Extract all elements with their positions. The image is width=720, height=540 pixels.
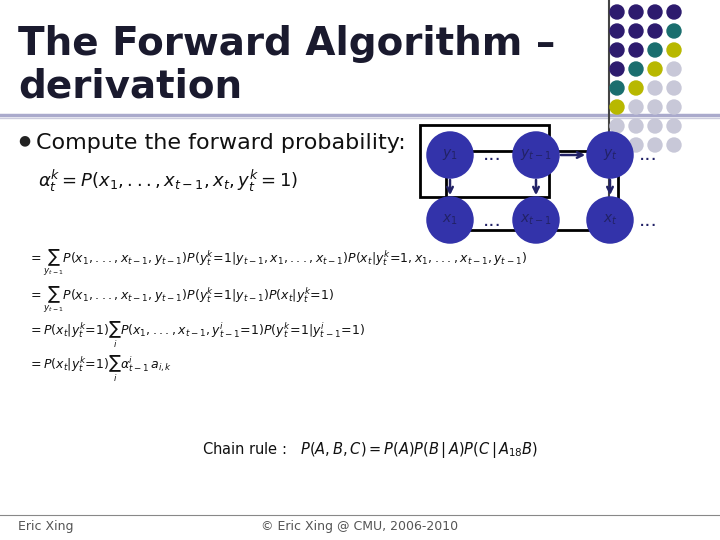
- Text: ●: ●: [18, 133, 30, 147]
- Circle shape: [648, 24, 662, 38]
- Circle shape: [428, 198, 472, 242]
- Circle shape: [629, 119, 643, 133]
- Circle shape: [667, 24, 681, 38]
- Circle shape: [629, 62, 643, 76]
- Text: $y_t$: $y_t$: [603, 147, 617, 163]
- Circle shape: [667, 100, 681, 114]
- Circle shape: [629, 138, 643, 152]
- Circle shape: [667, 62, 681, 76]
- Circle shape: [648, 138, 662, 152]
- Circle shape: [648, 100, 662, 114]
- Circle shape: [610, 5, 624, 19]
- Circle shape: [610, 138, 624, 152]
- Text: $= P(x_t|y_t^k\!=\!1)\sum_i \alpha_{t-1}^i\, a_{i,k}$: $= P(x_t|y_t^k\!=\!1)\sum_i \alpha_{t-1}…: [28, 354, 172, 384]
- Text: $x_t$: $x_t$: [603, 213, 617, 227]
- Circle shape: [588, 133, 632, 177]
- Text: $y_1$: $y_1$: [442, 147, 458, 163]
- Circle shape: [610, 100, 624, 114]
- Circle shape: [428, 133, 472, 177]
- Text: $y_{t-1}$: $y_{t-1}$: [521, 147, 552, 163]
- Text: $x_{t-1}$: $x_{t-1}$: [521, 213, 552, 227]
- Text: ...: ...: [482, 211, 501, 229]
- Circle shape: [629, 5, 643, 19]
- Circle shape: [667, 138, 681, 152]
- Circle shape: [648, 62, 662, 76]
- Text: ...: ...: [639, 211, 657, 229]
- Circle shape: [629, 24, 643, 38]
- Text: The Forward Algorithm –: The Forward Algorithm –: [18, 25, 555, 63]
- Circle shape: [629, 43, 643, 57]
- Circle shape: [667, 81, 681, 95]
- Circle shape: [610, 62, 624, 76]
- Text: Compute the forward probability:: Compute the forward probability:: [36, 133, 406, 153]
- Text: $= \sum_{y_{t-1}} P(x_1,...,x_{t-1},y_{t-1})P(y_t^k\!=\!1|y_{t-1},x_1,...,x_{t-1: $= \sum_{y_{t-1}} P(x_1,...,x_{t-1},y_{t…: [28, 248, 527, 278]
- Circle shape: [648, 43, 662, 57]
- Text: derivation: derivation: [18, 68, 242, 106]
- Circle shape: [610, 43, 624, 57]
- Circle shape: [588, 198, 632, 242]
- Circle shape: [648, 119, 662, 133]
- Circle shape: [667, 119, 681, 133]
- Text: © Eric Xing @ CMU, 2006-2010: © Eric Xing @ CMU, 2006-2010: [261, 520, 459, 533]
- Text: ...: ...: [482, 145, 501, 165]
- Circle shape: [629, 100, 643, 114]
- Text: $x_1$: $x_1$: [442, 213, 458, 227]
- Text: Eric Xing: Eric Xing: [18, 520, 73, 533]
- Circle shape: [667, 5, 681, 19]
- Circle shape: [610, 81, 624, 95]
- Circle shape: [667, 43, 681, 57]
- Text: $\alpha_t^k = P(x_1,...,x_{t-1},x_t,y_t^k=1)$: $\alpha_t^k = P(x_1,...,x_{t-1},x_t,y_t^…: [38, 168, 298, 194]
- Text: $= P(x_t|y_t^k\!=\!1)\sum_i P(x_1,...,x_{t-1},y_{t-1}^i\!=\!1)P(y_t^k\!=\!1|y_{t: $= P(x_t|y_t^k\!=\!1)\sum_i P(x_1,...,x_…: [28, 320, 365, 350]
- Text: ...: ...: [639, 145, 657, 165]
- Circle shape: [610, 119, 624, 133]
- Text: Chain rule :   $P(A,B,C) = P(A)P(B\,|\,A)P(C\,|\,A_{18}B)$: Chain rule : $P(A,B,C) = P(A)P(B\,|\,A)P…: [202, 440, 538, 460]
- Circle shape: [514, 133, 558, 177]
- Text: $= \sum_{y_{t-1}} P(x_1,...,x_{t-1},y_{t-1})P(y_t^k\!=\!1|y_{t-1})P(x_t|y_t^k\!=: $= \sum_{y_{t-1}} P(x_1,...,x_{t-1},y_{t…: [28, 285, 335, 315]
- Circle shape: [610, 24, 624, 38]
- Circle shape: [648, 81, 662, 95]
- Circle shape: [514, 198, 558, 242]
- Circle shape: [648, 5, 662, 19]
- Circle shape: [629, 81, 643, 95]
